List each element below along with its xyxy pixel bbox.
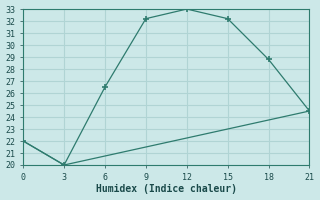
X-axis label: Humidex (Indice chaleur): Humidex (Indice chaleur) [96,184,237,194]
